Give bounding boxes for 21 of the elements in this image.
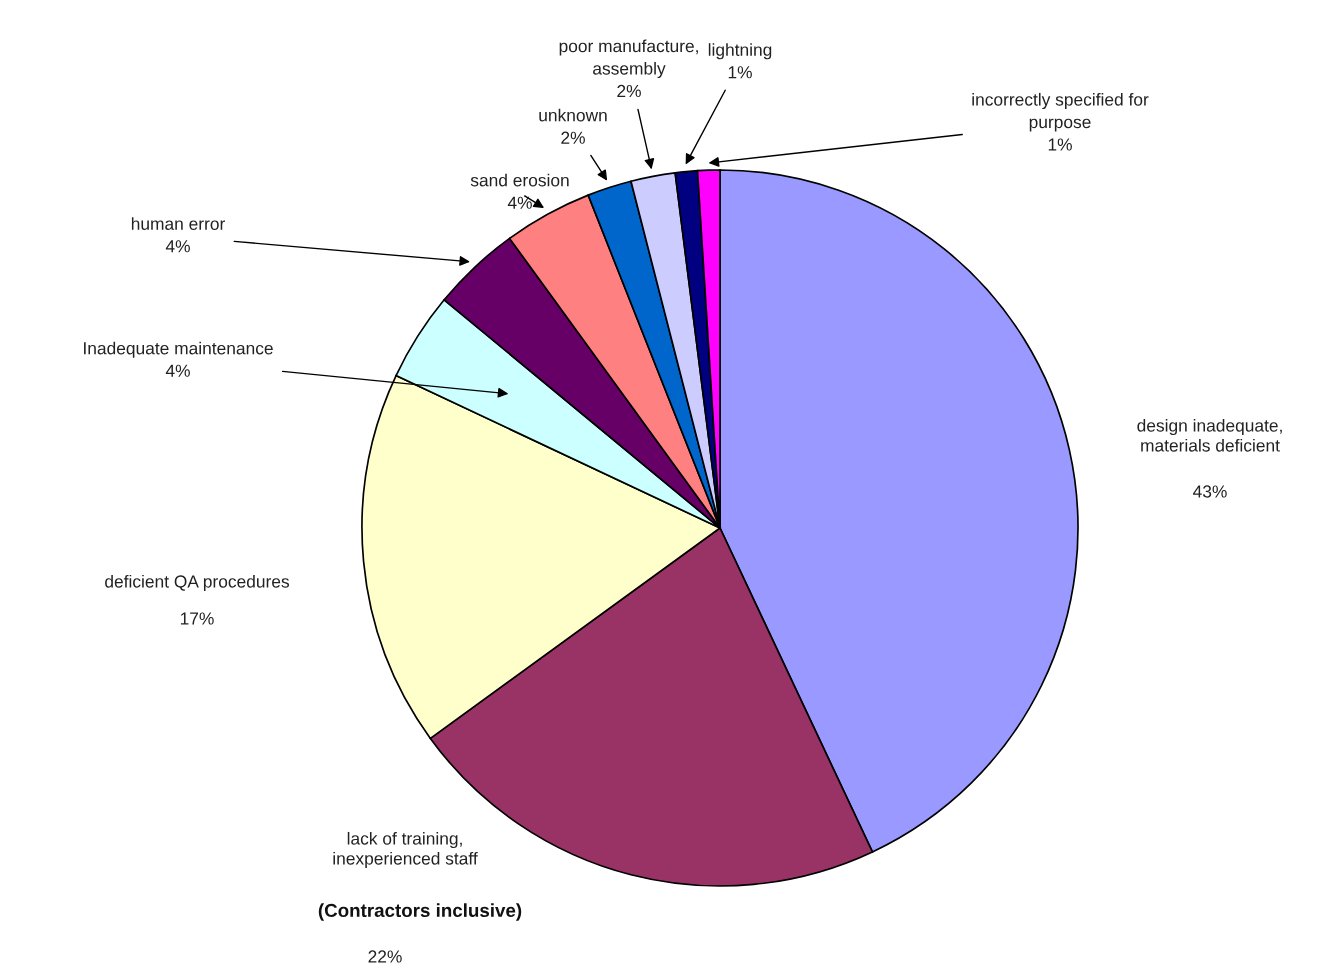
slice-label: incorrectly specified for purpose: [972, 92, 1149, 132]
data-label: 1%: [1048, 138, 1072, 151]
text: (Contractors inclusive): [318, 903, 522, 921]
data-label: 1%: [728, 66, 752, 79]
data-label: 4%: [507, 196, 532, 209]
slice-label: design inadequate, materials deficient: [1137, 418, 1282, 452]
slice-label: lightning: [708, 43, 772, 60]
data-label: 2%: [561, 131, 585, 144]
slice-label: human error: [131, 217, 225, 230]
data-label: 17%: [180, 612, 214, 625]
data-label: 2%: [617, 84, 641, 98]
slice-label: Inadequate maintenance: [84, 341, 273, 358]
slice-label: unknown: [539, 108, 607, 122]
data-label: 4%: [165, 240, 190, 253]
data-label: 22%: [368, 950, 402, 963]
slice-label: sand erosion: [470, 173, 569, 187]
slice-label: poor manufacture, assembly: [559, 39, 698, 79]
slice-label: lack of training, inexperienced staff: [333, 831, 478, 869]
slice-label: deficient QA procedures: [105, 574, 290, 592]
data-label: 4%: [165, 364, 190, 377]
data-label: 43%: [1193, 485, 1227, 498]
